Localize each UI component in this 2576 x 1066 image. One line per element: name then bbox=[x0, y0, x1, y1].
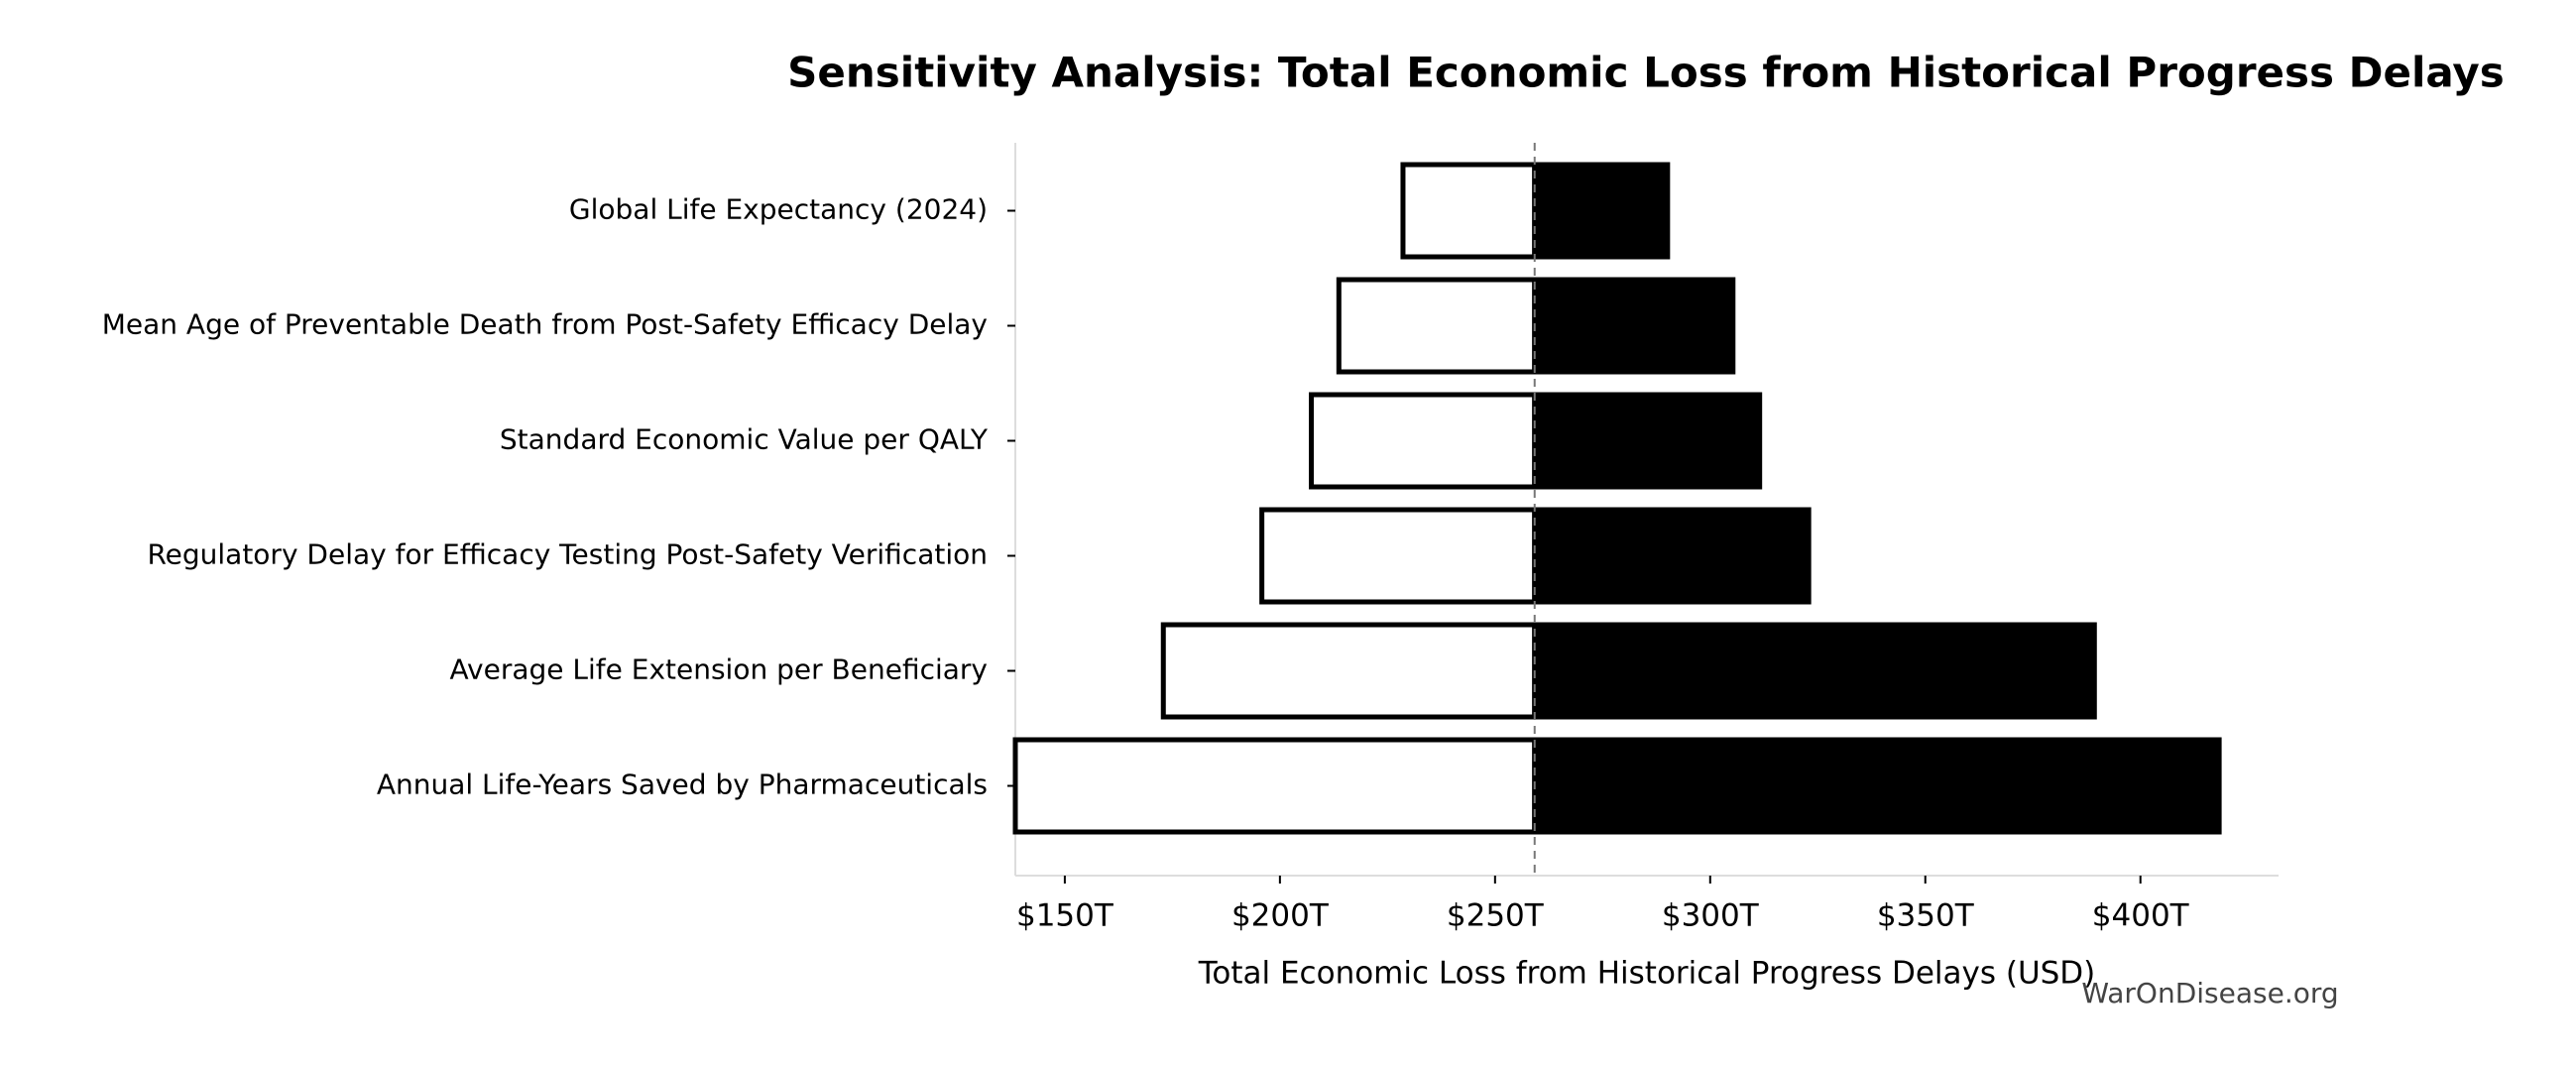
y-tick-label: Global Life Expectancy (2024) bbox=[569, 193, 988, 226]
bar bbox=[1532, 622, 2097, 720]
x-tick-label: $200T bbox=[1231, 898, 1330, 934]
y-tick-label: Mean Age of Preventable Death from Post-… bbox=[102, 308, 988, 341]
bar bbox=[1532, 737, 2222, 835]
x-tick-label: $350T bbox=[1877, 898, 1975, 934]
bar bbox=[1532, 162, 1671, 260]
bar bbox=[1532, 392, 1763, 490]
y-tick-label: Annual Life-Years Saved by Pharmaceutica… bbox=[377, 769, 988, 801]
x-tick-label: $400T bbox=[2092, 898, 2190, 934]
y-tick-label: Regulatory Delay for Efficacy Testing Po… bbox=[147, 538, 988, 571]
bar bbox=[1012, 737, 1538, 835]
bar bbox=[1336, 277, 1538, 375]
x-tick-label: $300T bbox=[1662, 898, 1760, 934]
x-tick-label: $250T bbox=[1447, 898, 1545, 934]
y-tick-label: Standard Economic Value per QALY bbox=[500, 423, 989, 456]
x-tick-label: $150T bbox=[1016, 898, 1114, 934]
x-axis-label: Total Economic Loss from Historical Prog… bbox=[1198, 956, 2096, 992]
bar bbox=[1532, 507, 1812, 605]
chart-title: Sensitivity Analysis: Total Economic Los… bbox=[787, 49, 2505, 97]
bar bbox=[1160, 622, 1538, 720]
y-tick-label: Average Life Extension per Beneficiary bbox=[450, 653, 988, 686]
watermark: WarOnDisease.org bbox=[2081, 977, 2338, 1009]
bar bbox=[1309, 392, 1538, 490]
bar bbox=[1259, 507, 1538, 605]
bar bbox=[1532, 277, 1736, 375]
bar bbox=[1400, 162, 1538, 260]
